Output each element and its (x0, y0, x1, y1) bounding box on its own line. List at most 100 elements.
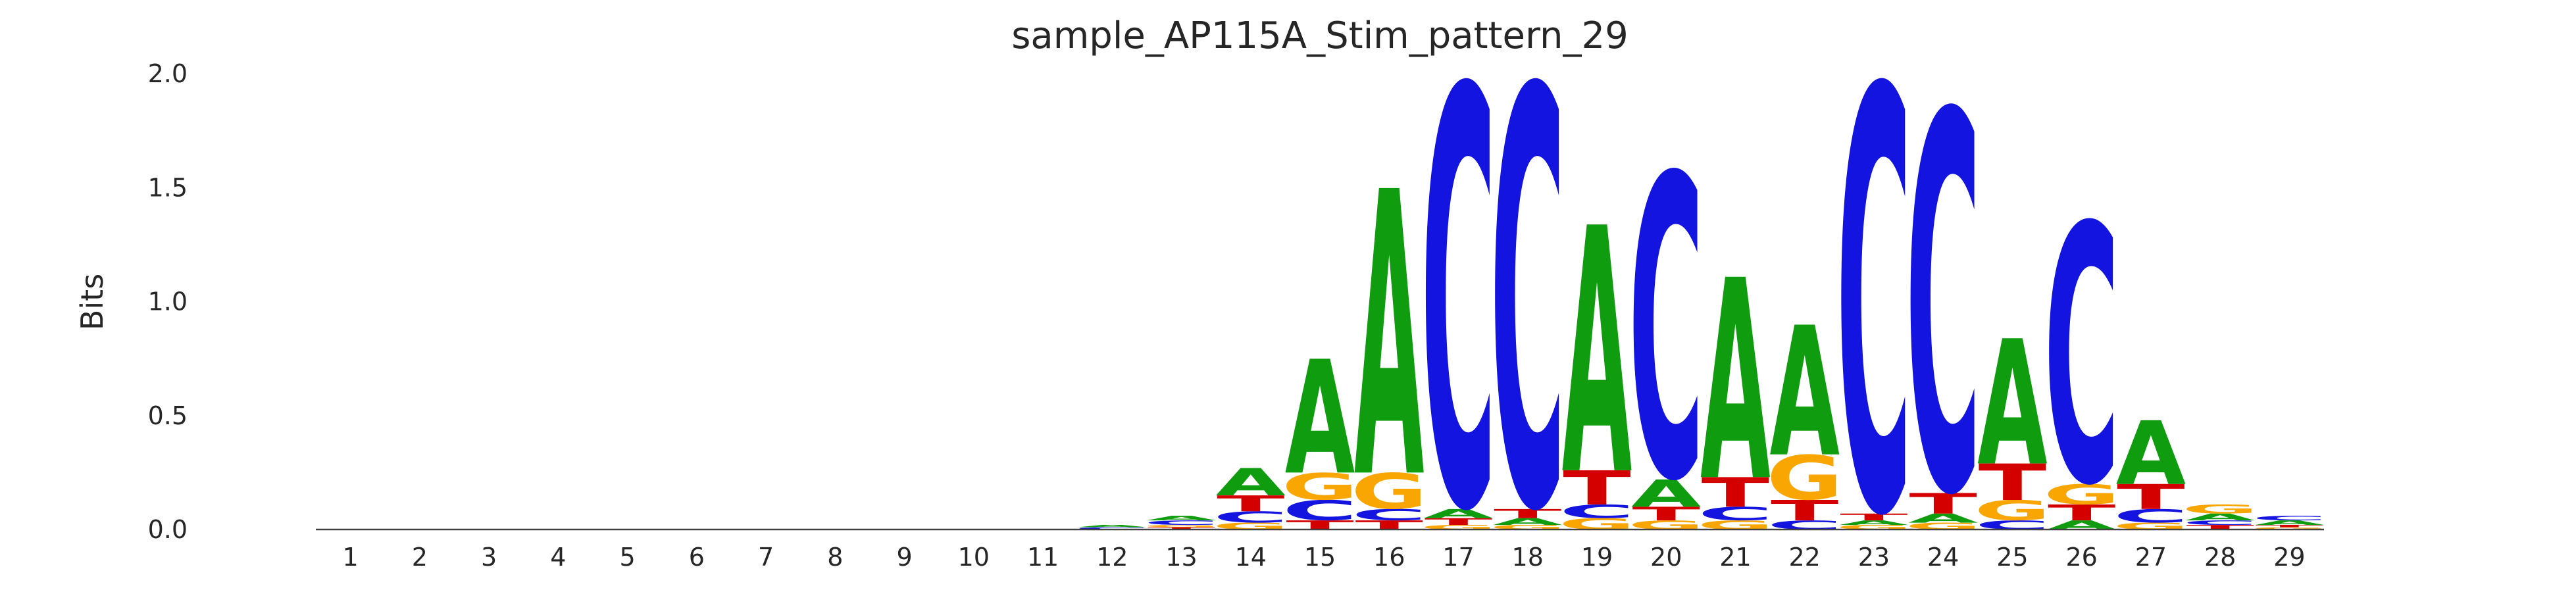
logo-letter-C: C (1906, 7, 1981, 592)
logo-letter-G: G (1351, 463, 1427, 520)
x-tick-label: 5 (619, 543, 635, 572)
x-tick-label: 4 (550, 543, 566, 572)
svg-text:G: G (1421, 524, 1497, 531)
svg-text:C: C (2044, 154, 2119, 564)
svg-text:A: A (1285, 328, 1355, 510)
svg-text:A: A (1216, 460, 1286, 505)
logo-letter-A: A (1700, 222, 1771, 542)
x-tick-label: 11 (1027, 543, 1059, 572)
logo-letter-A: A (1631, 472, 1701, 516)
logo-letter-C: C (2113, 506, 2189, 527)
logo-letter-T: T (1563, 461, 1631, 516)
logo-letter-C: C (1282, 495, 1358, 526)
svg-text:C: C (1074, 527, 1150, 530)
logo-letter-A: A (1839, 519, 1909, 526)
logo-letter-G: G (1490, 524, 1566, 531)
logo-letter-G: G (2044, 479, 2120, 511)
logo-letter-G: G (1282, 466, 1358, 508)
svg-text:T: T (2117, 477, 2185, 517)
x-tick-label: 18 (1512, 543, 1544, 572)
logo-letter-T: T (1840, 512, 1907, 523)
svg-text:A: A (1423, 506, 1493, 521)
svg-text:T: T (1425, 516, 1492, 528)
svg-text:A: A (2254, 519, 2324, 526)
logo-letter-C: C (1144, 519, 1219, 526)
chart-title: sample_AP115A_Stim_pattern_29 (1011, 14, 1629, 57)
logo-letter-T: T (1494, 506, 1562, 521)
svg-text:C: C (2183, 519, 2258, 526)
svg-text:C: C (1629, 91, 1704, 572)
logo-letter-C: C (2044, 154, 2119, 564)
svg-text:A: A (1700, 222, 1771, 542)
x-tick-label: 22 (1789, 543, 1821, 572)
svg-text:A: A (1146, 514, 1216, 522)
svg-text:C: C (1559, 501, 1635, 522)
logo-letter-T: T (2256, 524, 2323, 528)
logo-letter-G: G (1836, 524, 1912, 531)
x-tick-label: 19 (1581, 543, 1613, 572)
logo-letter-A: A (1492, 516, 1563, 528)
logo-letter-A: A (2185, 512, 2256, 523)
svg-text:C: C (2252, 514, 2327, 522)
svg-text:G: G (1351, 463, 1427, 520)
x-tick-label: 13 (1165, 543, 1197, 572)
logo-letter-C: C (1836, 0, 1912, 592)
logo-letter-T: T (2048, 500, 2116, 526)
svg-text:G: G (2044, 479, 2120, 511)
logo-letter-G: G (2251, 527, 2327, 530)
logo-letter-G: G (1974, 495, 2050, 527)
logo-letter-A: A (1216, 460, 1286, 505)
svg-text:T: T (1632, 503, 1700, 525)
svg-text:C: C (1144, 519, 1219, 526)
svg-text:G: G (1144, 524, 1220, 528)
logo-letter-G: G (1421, 524, 1497, 531)
logo-letter-C: C (1213, 508, 1288, 526)
x-tick-label: 17 (1442, 543, 1474, 572)
svg-text:T: T (1217, 491, 1285, 516)
svg-text:T: T (1563, 461, 1631, 516)
svg-text:T: T (1909, 488, 1977, 520)
logo-letter-T: T (1148, 527, 1215, 531)
svg-text:G: G (1836, 524, 1912, 531)
svg-text:G: G (2251, 527, 2327, 530)
x-tick-label: 12 (1096, 543, 1128, 572)
svg-text:C: C (1282, 495, 1358, 526)
logo-letter-A: A (1423, 506, 1493, 521)
svg-text:C: C (1351, 506, 1427, 524)
svg-text:T: T (2186, 524, 2254, 531)
logo-letter-G: G (1144, 524, 1220, 528)
x-tick-label: 25 (1996, 543, 2028, 572)
x-tick-label: 10 (958, 543, 990, 572)
svg-text:T: T (1771, 495, 1838, 527)
x-tick-label: 16 (1373, 543, 1405, 572)
svg-text:G: G (1767, 443, 1843, 514)
logo-letter-A: A (1077, 524, 1147, 528)
x-tick-label: 14 (1235, 543, 1267, 572)
svg-text:A: A (1908, 511, 1978, 526)
logo-letter-T: T (1217, 491, 1285, 516)
y-tick-label: 1.5 (148, 173, 188, 202)
svg-text:A: A (1492, 516, 1563, 528)
x-tick-label: 24 (1927, 543, 1959, 572)
logo-letter-T: T (1632, 503, 1700, 525)
logo-letter-A: A (1146, 514, 1216, 522)
svg-text:A: A (1077, 524, 1147, 528)
svg-text:T: T (2048, 500, 2116, 526)
logo-letter-A: A (1285, 328, 1355, 510)
x-tick-label: 15 (1304, 543, 1336, 572)
svg-text:C: C (1490, 0, 1565, 592)
x-tick-label: 27 (2135, 543, 2167, 572)
svg-text:A: A (2185, 512, 2256, 523)
x-tick-label: 3 (481, 543, 497, 572)
logo-letter-A: A (1908, 511, 1978, 526)
y-tick-label: 1.0 (148, 287, 188, 316)
y-tick-label: 0.0 (148, 515, 188, 544)
logo-letter-C: C (1698, 503, 1773, 524)
x-tick-label: 29 (2273, 543, 2305, 572)
svg-text:C: C (1421, 0, 1496, 592)
svg-text:A: A (1631, 472, 1701, 516)
logo-letter-C: C (2183, 519, 2258, 526)
svg-text:T: T (1494, 506, 1562, 521)
